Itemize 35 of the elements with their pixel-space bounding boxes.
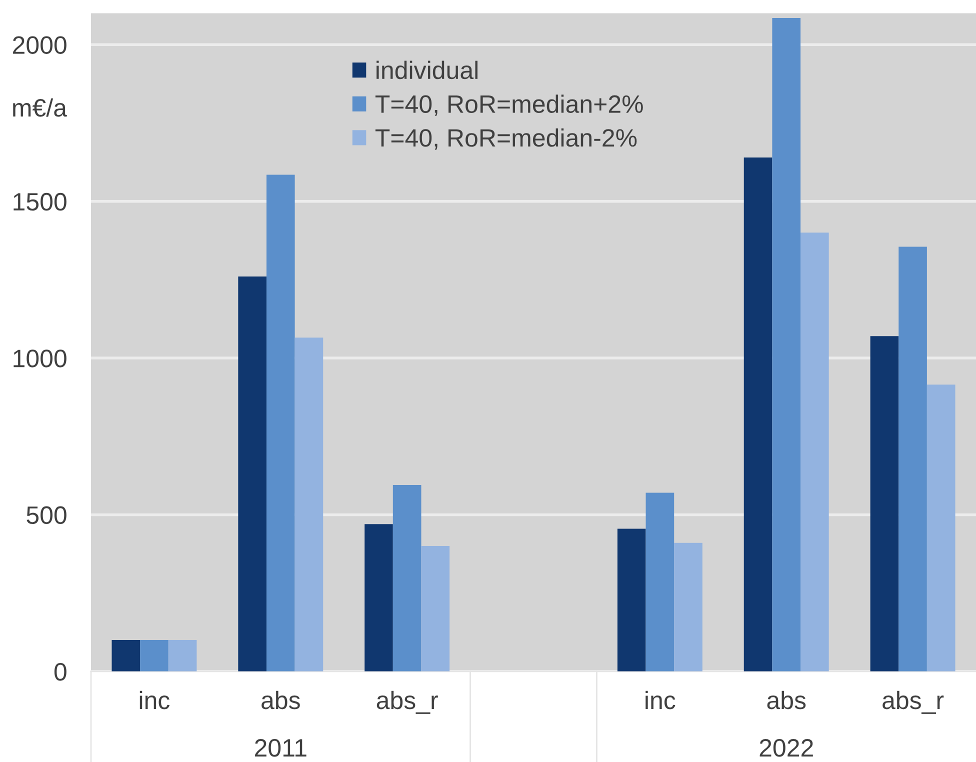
bar xyxy=(112,640,140,672)
bar xyxy=(646,492,674,672)
x-tick-label: abs_r xyxy=(376,690,438,714)
bar xyxy=(800,232,829,672)
y-tick-label: 1000 xyxy=(14,350,66,368)
y-axis-title: m€/a xyxy=(13,98,68,117)
bar xyxy=(772,18,801,672)
bar xyxy=(898,246,927,672)
bar xyxy=(674,542,702,672)
bar xyxy=(870,336,899,672)
x-tick-label: inc xyxy=(140,690,170,710)
bar xyxy=(238,276,266,672)
bar xyxy=(392,484,422,672)
bar xyxy=(364,524,393,672)
x-tick-label: abs xyxy=(262,690,300,710)
bar xyxy=(617,528,646,672)
bar xyxy=(140,640,168,672)
y-tick-label: 2000 xyxy=(13,36,66,54)
x-tick-label: abs xyxy=(767,690,806,710)
bar xyxy=(294,338,324,672)
y-tick-label: 0 xyxy=(54,663,66,681)
legend-label: individual xyxy=(376,60,478,80)
bar xyxy=(168,640,197,672)
text: 2022 xyxy=(760,739,813,757)
bar xyxy=(926,384,956,672)
legend-label: T=40, RoR=median-2% xyxy=(375,128,637,150)
bar xyxy=(266,174,295,672)
y-tick-label: 1500 xyxy=(14,192,66,211)
x-tick-label: inc xyxy=(646,690,676,710)
text: 2011 xyxy=(255,739,306,757)
x-tick-label: abs_r xyxy=(882,690,944,714)
bar xyxy=(421,546,450,672)
legend-label: T=40, RoR=median+2% xyxy=(375,94,643,116)
bar xyxy=(744,157,772,672)
y-tick-label: 500 xyxy=(26,506,66,524)
